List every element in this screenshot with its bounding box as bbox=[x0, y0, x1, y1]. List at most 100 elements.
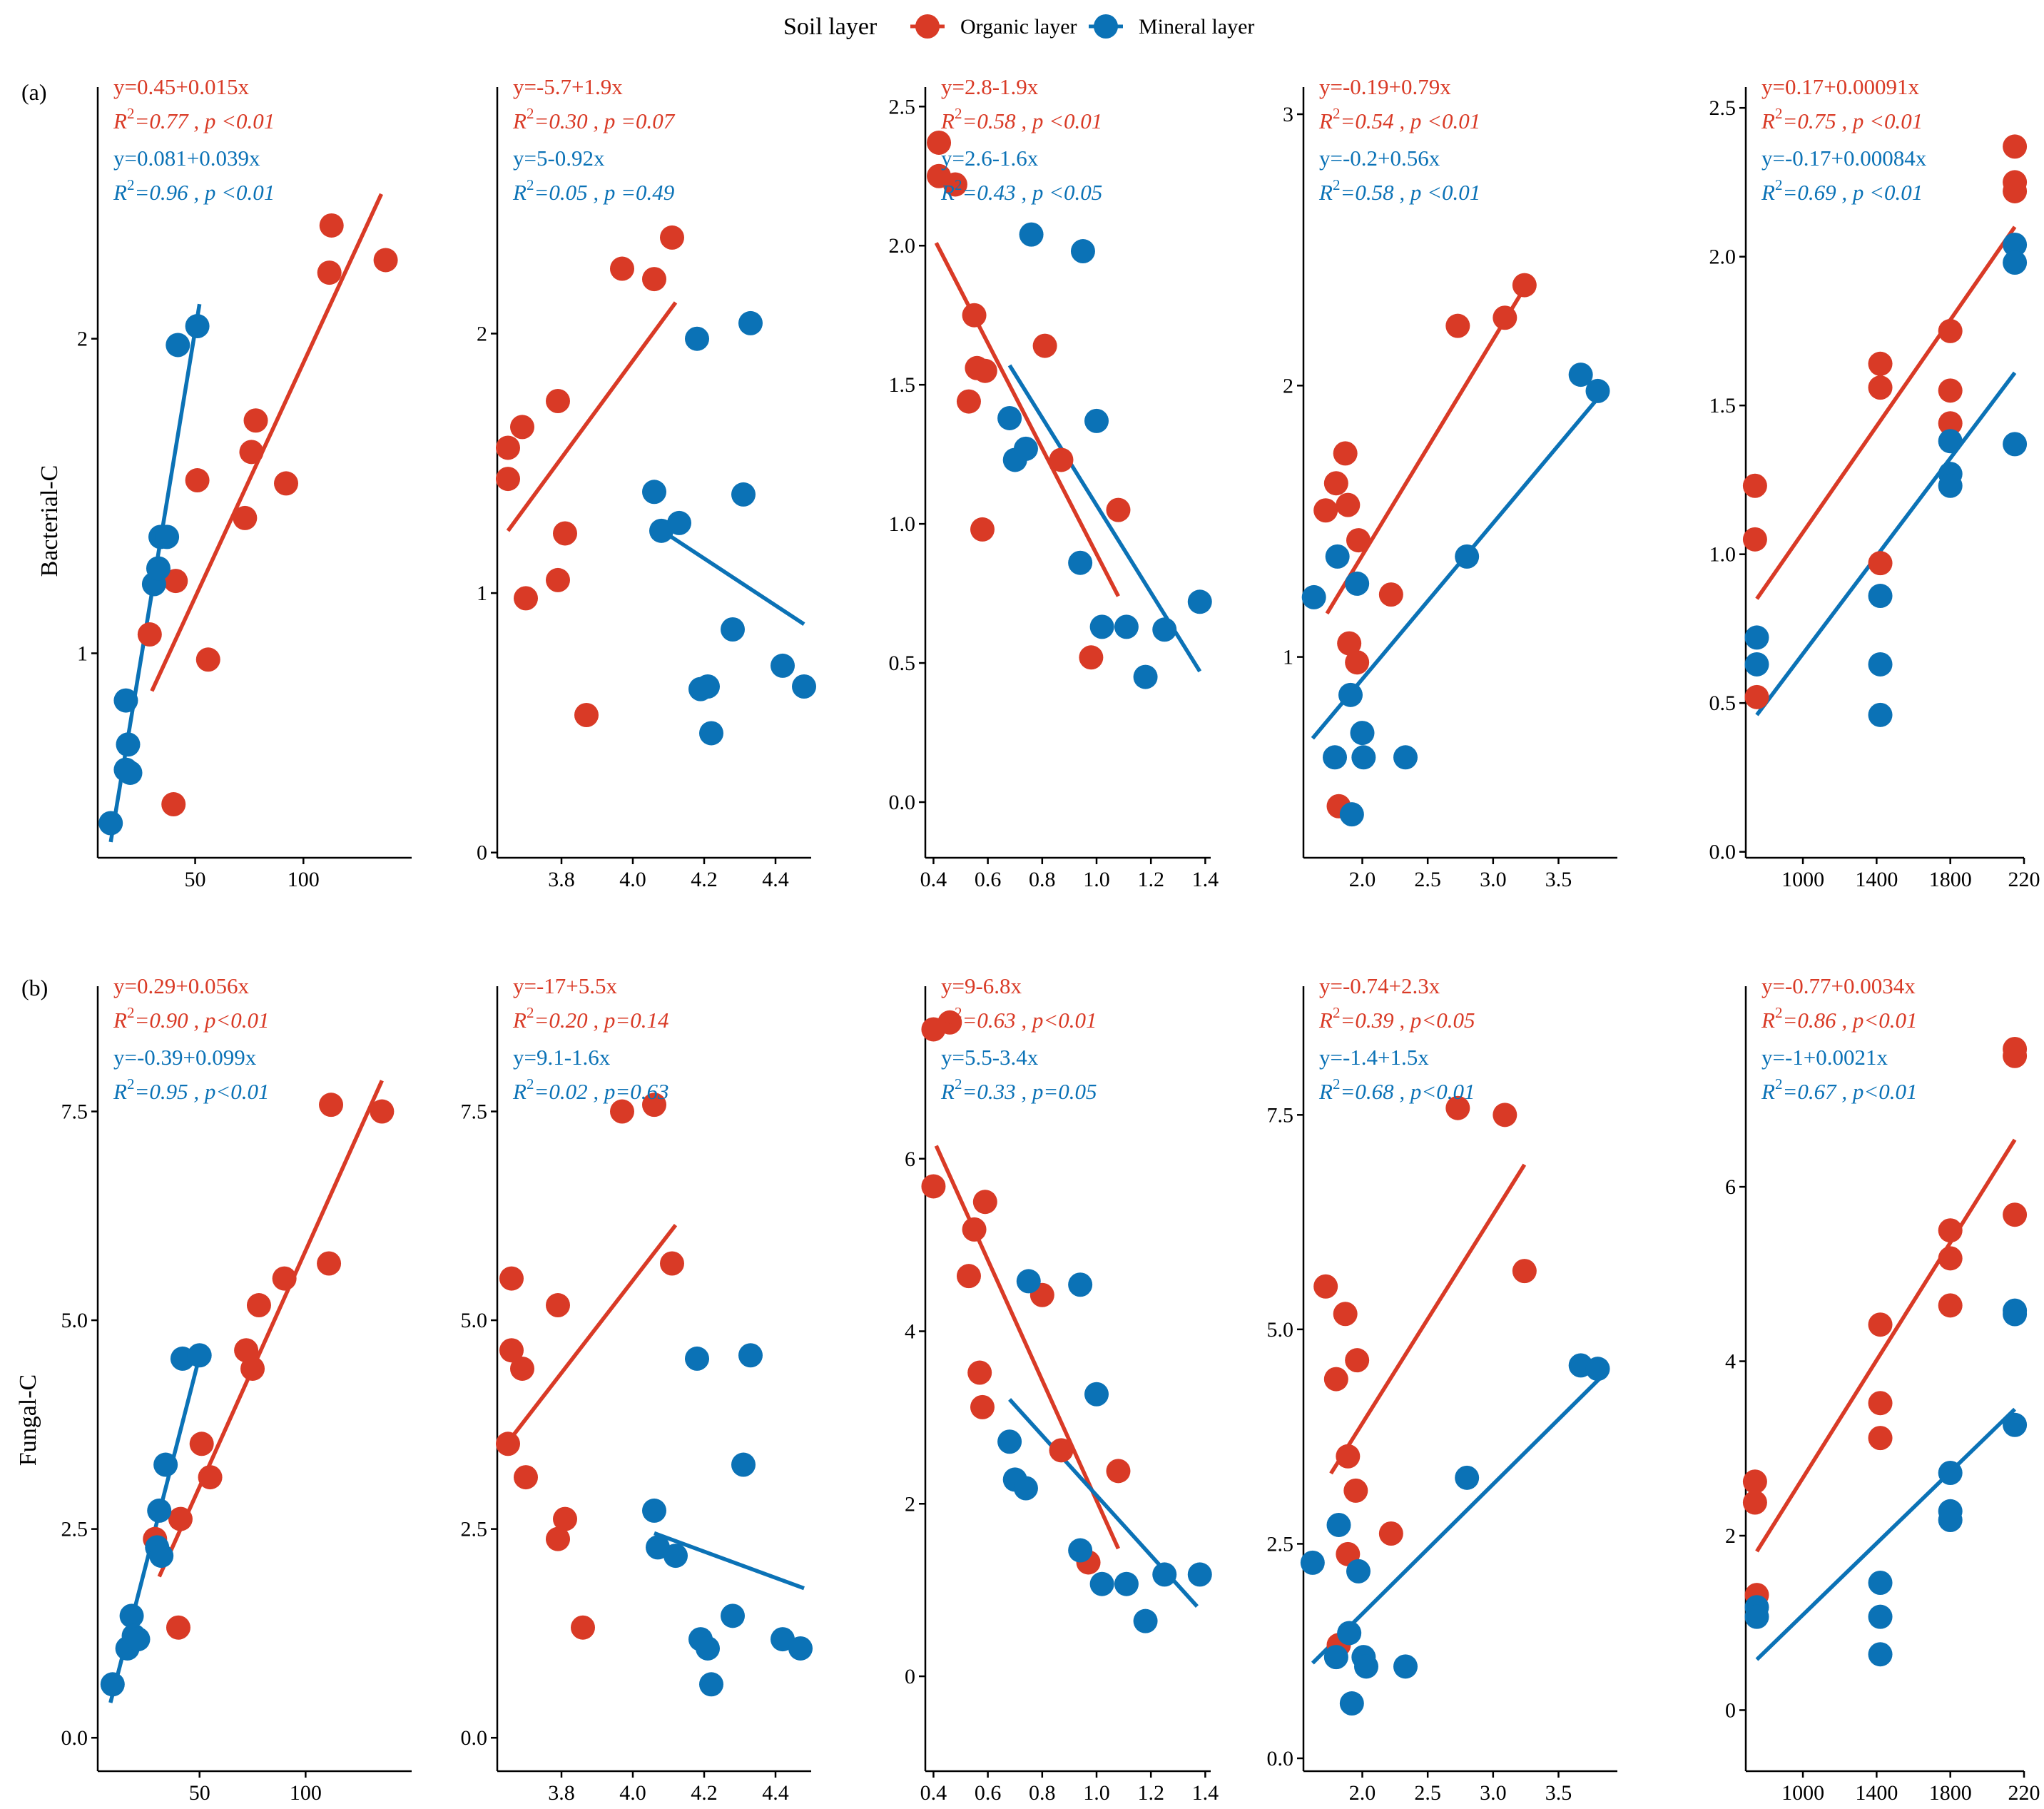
fit-line-mineral bbox=[1755, 1407, 2017, 1661]
data-point-organic bbox=[163, 569, 188, 594]
x-tick-label: 1.2 bbox=[1137, 1781, 1164, 1805]
data-point-organic bbox=[2003, 1043, 2028, 1068]
equation-mineral: y=-1+0.0021x bbox=[1761, 1045, 1888, 1070]
equation-organic: y=9-6.8x bbox=[941, 973, 1022, 998]
data-point-organic bbox=[1378, 1521, 1403, 1546]
data-point-organic bbox=[1742, 527, 1767, 552]
data-point-organic bbox=[927, 130, 952, 155]
data-point-organic bbox=[921, 1174, 946, 1199]
data-point-mineral bbox=[1084, 408, 1109, 433]
equation-organic: y=0.17+0.00091x bbox=[1761, 74, 1919, 99]
data-point-organic bbox=[510, 415, 534, 440]
r2-p-organic: R2=0.86 , p<0.01 bbox=[1761, 1004, 1918, 1033]
data-point-organic bbox=[610, 256, 634, 281]
r2-p-organic: R2=0.39 , p<0.05 bbox=[1318, 1004, 1475, 1033]
data-point-organic bbox=[239, 440, 264, 465]
r2-p-mineral: R2=0.69 , p <0.01 bbox=[1761, 176, 1923, 205]
y-tick-label: 4 bbox=[905, 1320, 915, 1344]
equation-mineral: y=2.6-1.6x bbox=[941, 146, 1039, 171]
x-tick-label: 1.4 bbox=[1192, 868, 1219, 891]
equation-organic: y=2.8-1.9x bbox=[941, 74, 1039, 99]
equation-mineral: y=5-0.92x bbox=[513, 146, 605, 171]
equation-mineral: y=-0.2+0.56x bbox=[1319, 146, 1440, 171]
data-point-mineral bbox=[1133, 664, 1158, 689]
data-point-mineral bbox=[1114, 614, 1139, 639]
equation-mineral: y=-0.39+0.099x bbox=[113, 1045, 257, 1070]
x-tick-label: 220 bbox=[2008, 1781, 2040, 1805]
y-tick-label: 1 bbox=[77, 642, 88, 665]
data-point-mineral bbox=[1351, 745, 1376, 770]
data-point-organic bbox=[610, 1099, 634, 1124]
r2-p-mineral: R2=0.68 , p<0.01 bbox=[1318, 1075, 1475, 1104]
data-point-mineral bbox=[1868, 652, 1893, 677]
equation-organic: y=-0.77+0.0034x bbox=[1761, 973, 1916, 998]
data-point-organic bbox=[1032, 333, 1057, 358]
x-tick-label: 50 bbox=[189, 1781, 210, 1805]
y-tick-label: 1.5 bbox=[1709, 394, 1737, 417]
data-point-mineral bbox=[1013, 1476, 1038, 1501]
data-point-mineral bbox=[1868, 1604, 1893, 1629]
data-point-mineral bbox=[1152, 617, 1177, 642]
data-point-mineral bbox=[1350, 721, 1375, 746]
y-tick-label: 5.0 bbox=[461, 1309, 488, 1332]
data-point-organic bbox=[962, 303, 987, 328]
data-point-mineral bbox=[1744, 625, 1769, 650]
x-tick-label: 50 bbox=[185, 868, 206, 891]
data-point-organic bbox=[1742, 1469, 1767, 1494]
r2-p-organic: R2=0.58 , p <0.01 bbox=[940, 105, 1102, 133]
fit-line-mineral bbox=[653, 524, 805, 627]
x-tick-label: 0.6 bbox=[975, 1781, 1002, 1805]
equation-organic: y=-5.7+1.9x bbox=[513, 74, 623, 99]
data-point-organic bbox=[319, 213, 344, 238]
data-point-mineral bbox=[1187, 589, 1212, 614]
r2-p-mineral: R2=0.05 , p =0.49 bbox=[512, 176, 674, 205]
data-point-mineral bbox=[771, 653, 795, 678]
data-point-mineral bbox=[2003, 1302, 2028, 1327]
data-point-organic bbox=[198, 1465, 223, 1490]
data-point-organic bbox=[137, 622, 162, 647]
y-tick-label: 1 bbox=[1283, 646, 1293, 669]
data-point-organic bbox=[967, 1360, 992, 1385]
data-point-mineral bbox=[1744, 652, 1769, 677]
data-point-mineral bbox=[1938, 429, 1963, 454]
data-point-mineral bbox=[696, 1636, 720, 1661]
y-tick-label: 4 bbox=[1725, 1350, 1736, 1374]
y-tick-label: 2.5 bbox=[1709, 96, 1737, 120]
fit-line-organic bbox=[506, 301, 678, 532]
equation-organic: y=-17+5.5x bbox=[513, 973, 618, 998]
data-point-organic bbox=[660, 225, 684, 250]
r2-p-organic: R2=0.30 , p =0.07 bbox=[512, 105, 676, 133]
data-point-organic bbox=[1106, 497, 1131, 522]
fit-line-organic bbox=[1325, 286, 1527, 615]
data-point-mineral bbox=[642, 480, 666, 505]
data-point-mineral bbox=[642, 1498, 666, 1523]
panel-1-3: 2.0 2.5 3.0 3.5 0.0 2.5 5.0 7.5 y=-0.74+2.3x R2=0… bbox=[1267, 973, 1617, 1805]
data-point-organic bbox=[1079, 645, 1104, 670]
panel-1-0: 50 100 0.0 2.5 5.0 7.5 y=0.29+0.056x R2=0.90 , … bbox=[61, 973, 412, 1805]
panel-0-3: 2.0 2.5 3.0 3.5 1 2 3 y=-0.19+0.79x R2=0.54 , p … bbox=[1283, 74, 1617, 891]
y-tick-label: 2.5 bbox=[461, 1518, 488, 1541]
y-tick-label: 2 bbox=[77, 328, 88, 351]
data-point-mineral bbox=[1326, 1512, 1351, 1537]
x-tick-label: 1400 bbox=[1855, 868, 1898, 891]
data-point-organic bbox=[1512, 1259, 1537, 1284]
data-point-mineral bbox=[1938, 473, 1963, 498]
data-point-mineral bbox=[1068, 1272, 1093, 1297]
y-tick-label: 3 bbox=[1283, 103, 1293, 126]
data-point-organic bbox=[1337, 631, 1362, 656]
r2-p-mineral: R2=0.02 , p=0.63 bbox=[512, 1075, 669, 1104]
data-point-mineral bbox=[738, 310, 763, 335]
data-point-organic bbox=[1313, 1274, 1338, 1299]
data-point-organic bbox=[1346, 528, 1371, 553]
data-point-organic bbox=[514, 1465, 538, 1490]
data-point-mineral bbox=[1868, 584, 1893, 609]
equation-mineral: y=5.5-3.4x bbox=[941, 1045, 1039, 1070]
data-point-organic bbox=[2003, 134, 2028, 159]
data-point-organic bbox=[942, 172, 967, 197]
r2-p-organic: R2=0.20 , p=0.14 bbox=[512, 1004, 669, 1033]
y-tick-label: 7.5 bbox=[61, 1100, 88, 1124]
fit-line-organic bbox=[506, 1223, 678, 1444]
y-tick-label: 1.0 bbox=[889, 512, 916, 536]
y-tick-label: 0.0 bbox=[1267, 1747, 1294, 1770]
data-point-organic bbox=[274, 471, 298, 496]
